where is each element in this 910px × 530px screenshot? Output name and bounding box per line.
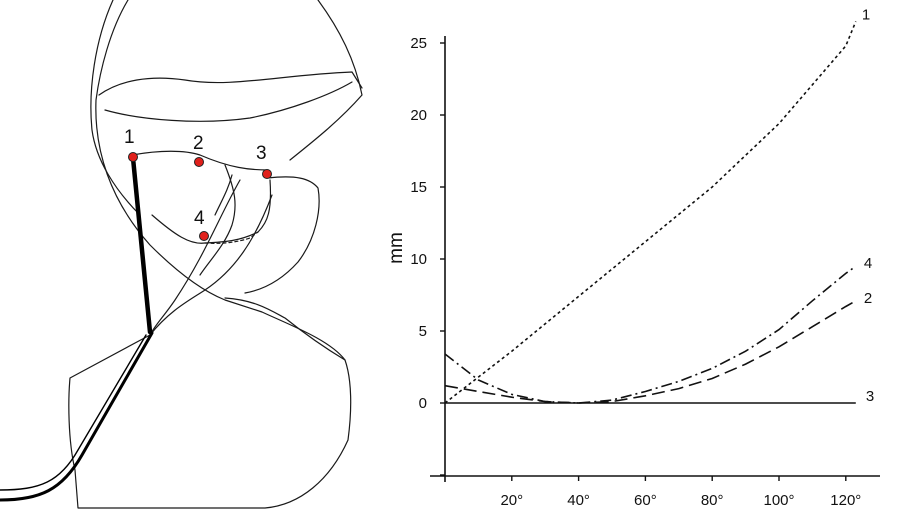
x-tick-label: 80°: [701, 492, 724, 509]
orbit-rim: [98, 71, 363, 96]
lower-rim: [151, 179, 272, 244]
right-lobe: [244, 176, 320, 294]
instrument-shaft-inner: [0, 334, 147, 491]
series-2-line: [444, 300, 857, 404]
y-axis-label: mm: [386, 232, 407, 264]
point-4-label: 4: [194, 208, 205, 229]
point-3-marker: [262, 169, 272, 179]
canal-upper: [199, 164, 236, 276]
eyelid-line: [131, 150, 269, 171]
point-1-label: 1: [124, 127, 135, 148]
point-4-marker: [199, 231, 209, 241]
instrument-shaft-outer: [0, 331, 154, 502]
jaw-block: [224, 297, 346, 361]
y-tick-label: 5: [419, 323, 427, 340]
series-4-line: [444, 265, 857, 404]
x-tick-label: 60°: [634, 492, 657, 509]
series-1-line: [444, 21, 857, 404]
y-tick-label: 10: [410, 251, 427, 268]
series-4-label: 4: [864, 255, 872, 272]
point-2-marker: [194, 157, 204, 167]
upper-contour: [90, 0, 141, 216]
instrument-rod: [130, 155, 153, 335]
top-right-edge: [289, 0, 363, 161]
series-1-label: 1: [862, 6, 870, 23]
canal-lower: [214, 174, 233, 216]
point-1-marker: [128, 152, 138, 162]
anatomy-points: 1 2 3 4: [124, 127, 272, 241]
point-3-label: 3: [256, 143, 267, 164]
x-tick-label: 100°: [763, 492, 794, 509]
series-2-label: 2: [864, 290, 872, 307]
chart: 0 5 10 15 20 25 20° 40° 60° 80° 100° 120° mm 1 2 3 4: [386, 6, 880, 509]
x-tick-label: 120°: [830, 492, 861, 509]
x-tick-label: 20°: [500, 492, 523, 509]
y-tick-label: 20: [410, 107, 427, 124]
root-curve: [149, 179, 241, 336]
point-2-label: 2: [193, 133, 204, 154]
y-tick-label: 0: [419, 395, 427, 412]
x-ticks: 20° 40° 60° 80° 100° 120°: [500, 476, 861, 509]
series-3-label: 3: [866, 388, 874, 405]
y-ticks: 0 5 10 15 20 25: [410, 35, 445, 476]
series-layer: 1 2 3 4: [444, 6, 874, 405]
ridge-line: [104, 81, 353, 122]
bone-outline: [68, 0, 352, 509]
y-tick-label: 15: [410, 179, 427, 196]
anatomy-drawing: [0, 0, 363, 509]
root-curve-2: [149, 194, 273, 336]
x-tick-label: 40°: [567, 492, 590, 509]
y-tick-label: 25: [410, 35, 427, 52]
dashed-rim: [204, 231, 259, 244]
